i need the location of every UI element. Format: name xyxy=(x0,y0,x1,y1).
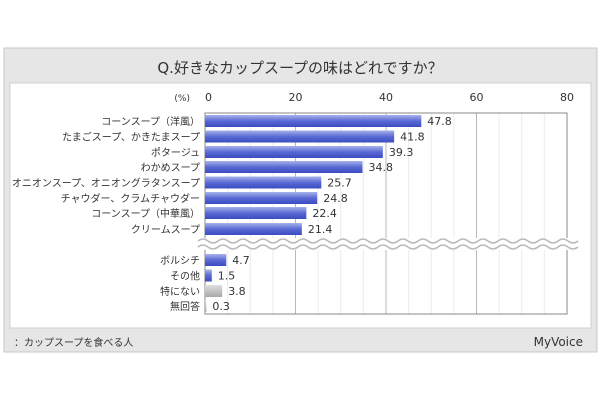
footnote: ：カップスープを食べる人 xyxy=(14,336,133,349)
category-label: コーンスープ（洋風） xyxy=(101,115,200,128)
x-tick-label: 80 xyxy=(560,91,574,104)
category-label: 無回答 xyxy=(170,300,200,313)
category-label: ボルシチ xyxy=(160,255,200,267)
bar xyxy=(205,130,395,143)
value-label: 0.3 xyxy=(212,300,230,313)
value-label: 34.8 xyxy=(368,161,393,174)
category-label: ポタージュ xyxy=(151,147,200,159)
category-label: コーンスープ（中華風） xyxy=(91,207,200,220)
value-label: 39.3 xyxy=(389,146,414,159)
axis-break-line xyxy=(197,238,579,244)
myvoice-logo: MyVoice xyxy=(534,335,583,349)
value-label: 25.7 xyxy=(327,177,352,190)
bar xyxy=(205,254,227,266)
bar xyxy=(205,207,307,219)
category-label: わかめスープ xyxy=(141,162,200,174)
value-label: 22.4 xyxy=(312,207,337,220)
category-label: その他 xyxy=(170,270,200,283)
bar xyxy=(205,285,223,297)
category-label: オニオンスープ、オニオングラタンスープ xyxy=(12,177,200,190)
chart-title: Q.好きなカップスープの味はどれですか？ xyxy=(157,59,442,77)
axis-break-gap xyxy=(198,238,576,250)
category-label: チャウダー、クラムチャウダー xyxy=(61,192,200,205)
value-label: 4.7 xyxy=(232,254,250,267)
bar xyxy=(205,161,363,173)
x-tick-label: 0 xyxy=(205,91,212,104)
category-label: たまごスープ、かきたまスープ xyxy=(62,131,200,144)
bar xyxy=(205,176,322,189)
x-tick-label: 20 xyxy=(289,91,303,104)
category-label: クリームスープ xyxy=(131,224,200,236)
bar xyxy=(205,223,302,235)
category-label: 特にない xyxy=(160,286,200,298)
bar xyxy=(205,192,318,204)
bar xyxy=(205,146,383,158)
value-label: 3.8 xyxy=(228,285,246,298)
bar xyxy=(205,115,422,127)
value-label: 1.5 xyxy=(218,270,236,283)
value-label: 47.8 xyxy=(427,115,452,128)
value-label: 41.8 xyxy=(400,131,425,144)
value-label: 24.8 xyxy=(323,192,348,205)
unit-label: (%) xyxy=(174,94,190,104)
bar xyxy=(205,300,207,312)
value-label: 21.4 xyxy=(308,223,333,236)
x-tick-label: 60 xyxy=(470,91,484,104)
axis-break-line xyxy=(197,244,579,250)
x-tick-label: 40 xyxy=(379,91,393,104)
bar xyxy=(205,269,212,282)
